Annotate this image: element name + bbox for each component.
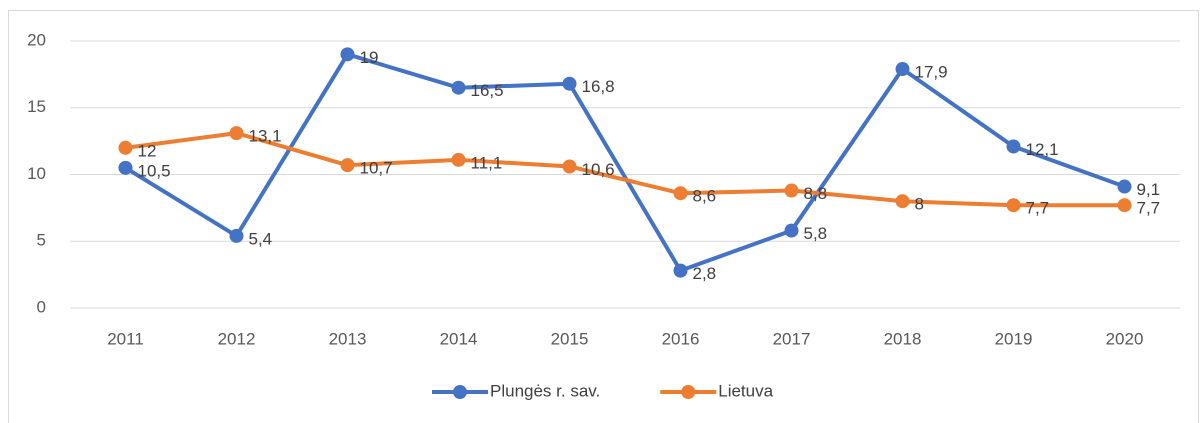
x-tick-label: 2012 <box>218 329 256 348</box>
x-tick-label: 2011 <box>107 329 144 348</box>
point <box>673 263 688 278</box>
point <box>1117 179 1132 194</box>
data-label: 10,7 <box>360 159 393 178</box>
y-tick-label: 0 <box>37 297 46 316</box>
chart-border <box>8 10 1199 423</box>
x-tick-label: 2020 <box>1106 329 1144 348</box>
y-tick-label: 5 <box>37 231 46 250</box>
point <box>784 223 799 238</box>
point <box>895 194 910 209</box>
x-tick-label: 2016 <box>662 329 700 348</box>
point <box>451 152 466 167</box>
point <box>118 160 133 175</box>
data-label: 17,9 <box>915 63 948 82</box>
point <box>673 186 688 201</box>
x-tick-label: 2013 <box>329 329 367 348</box>
data-label: 12,1 <box>1026 140 1059 159</box>
data-label: 8,8 <box>804 184 828 203</box>
point <box>340 158 355 173</box>
x-tick-label: 2014 <box>440 329 478 348</box>
data-label: 7,7 <box>1026 199 1050 218</box>
data-label: 7,7 <box>1137 199 1161 218</box>
data-label: 8 <box>915 195 924 214</box>
point <box>1117 198 1132 213</box>
point <box>562 159 577 174</box>
point <box>1006 139 1021 154</box>
legend-marker <box>453 385 467 399</box>
data-label: 2,8 <box>693 264 717 283</box>
point <box>340 47 355 62</box>
legend-marker <box>681 385 696 399</box>
point <box>895 62 910 77</box>
series-line <box>124 52 1126 273</box>
y-tick-label: 20 <box>27 30 46 49</box>
data-label: 11,1 <box>471 153 503 172</box>
data-label: 9,1 <box>1137 180 1161 199</box>
x-tick-label: 2018 <box>884 329 922 348</box>
data-label: 12 <box>138 141 157 160</box>
point <box>451 80 466 95</box>
data-label: 10,5 <box>138 161 171 180</box>
x-tick-label: 2017 <box>773 329 811 348</box>
legend-label: Plungės r. sav. <box>490 381 600 400</box>
legend-label: Lietuva <box>718 381 773 400</box>
point <box>562 76 577 91</box>
y-tick-label: 10 <box>27 164 46 183</box>
series-line <box>125 131 1125 208</box>
point <box>229 126 244 141</box>
point <box>784 183 799 198</box>
data-label: 16,5 <box>471 81 504 100</box>
x-tick-label: 2015 <box>551 329 589 348</box>
data-label: 5,4 <box>249 229 273 248</box>
data-label: 19 <box>360 48 379 67</box>
x-tick-label: 2019 <box>995 329 1033 348</box>
point <box>1006 198 1021 213</box>
point <box>118 140 133 155</box>
data-label: 16,8 <box>582 77 615 96</box>
y-tick-label: 15 <box>27 97 46 116</box>
data-label: 10,6 <box>582 160 615 179</box>
data-label: 8,6 <box>693 187 717 206</box>
data-label: 5,8 <box>804 224 828 243</box>
data-label: 13,1 <box>249 127 282 146</box>
point <box>229 228 244 243</box>
